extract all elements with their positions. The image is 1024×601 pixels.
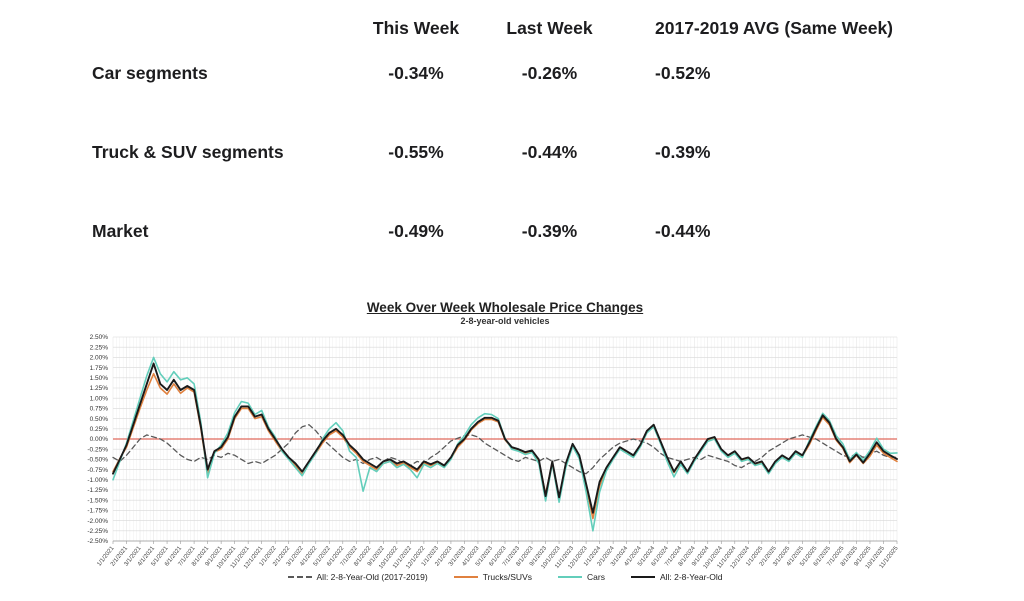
- table-row: Market -0.49% -0.39% -0.44%: [92, 221, 972, 300]
- svg-text:1.00%: 1.00%: [90, 395, 109, 402]
- legend-label: All: 2-8-Year-Old (2017-2019): [316, 572, 428, 582]
- svg-text:1.75%: 1.75%: [90, 365, 109, 372]
- svg-text:0.50%: 0.50%: [90, 416, 109, 423]
- col-header-last-week: Last Week: [506, 18, 593, 38]
- chart-subtitle: 2-8-year-old vehicles: [460, 316, 550, 326]
- table-row: Truck & SUV segments -0.55% -0.44% -0.39…: [92, 142, 972, 221]
- svg-text:-2.50%: -2.50%: [87, 538, 108, 545]
- svg-text:0.75%: 0.75%: [90, 406, 109, 413]
- truck-last-week: -0.44%: [521, 142, 578, 162]
- table-row: Car segments -0.34% -0.26% -0.52%: [92, 63, 972, 142]
- row-label-truck-suv: Truck & SUV segments: [92, 142, 284, 162]
- svg-text:-2.25%: -2.25%: [87, 528, 108, 535]
- legend-item-avg: All: 2-8-Year-Old (2017-2019): [287, 572, 428, 582]
- svg-text:1.25%: 1.25%: [90, 385, 109, 392]
- svg-text:-1.50%: -1.50%: [87, 497, 108, 504]
- svg-text:0.00%: 0.00%: [90, 436, 109, 443]
- black-line-swatch: [630, 576, 655, 578]
- svg-text:-0.75%: -0.75%: [87, 467, 108, 474]
- market-last-week: -0.39%: [521, 221, 578, 241]
- chart-title: Week Over Week Wholesale Price Changes: [366, 300, 644, 315]
- car-this-week: -0.34%: [388, 63, 444, 83]
- legend-label: Trucks/SUVs: [482, 572, 532, 582]
- car-avg: -0.52%: [655, 63, 711, 83]
- chart-canvas: 2.50% 2.25% 2.00% 1.75% 1.50% 1.25% 1.00% 0.75%…: [87, 334, 900, 570]
- svg-text:0.25%: 0.25%: [90, 426, 109, 433]
- chart-legend: All: 2-8-Year-Old (2017-2019) Trucks/SUV…: [0, 572, 1010, 582]
- svg-text:1.50%: 1.50%: [90, 375, 109, 382]
- row-label-car: Car segments: [92, 63, 208, 83]
- svg-text:-0.50%: -0.50%: [87, 457, 108, 464]
- svg-text:2.25%: 2.25%: [90, 344, 109, 351]
- col-header-avg: 2017-2019 AVG (Same Week): [655, 18, 894, 38]
- legend-item-all: All: 2-8-Year-Old: [630, 572, 723, 582]
- summary-table: This Week Last Week 2017-2019 AVG (Same …: [92, 18, 972, 300]
- truck-this-week: -0.55%: [388, 142, 444, 162]
- orange-line-swatch: [453, 576, 478, 578]
- legend-label: Cars: [587, 572, 605, 582]
- car-last-week: -0.26%: [521, 63, 578, 83]
- col-header-this-week: This Week: [372, 18, 460, 38]
- legend-label: All: 2-8-Year-Old: [659, 572, 723, 582]
- market-avg: -0.44%: [655, 221, 711, 241]
- svg-text:2.50%: 2.50%: [90, 334, 109, 341]
- svg-text:-2.00%: -2.00%: [87, 518, 108, 525]
- price-change-chart: Week Over Week Wholesale Price Changes 2…: [0, 300, 1024, 600]
- market-this-week: -0.49%: [388, 221, 444, 241]
- svg-text:-0.25%: -0.25%: [87, 446, 108, 453]
- row-label-market: Market: [92, 221, 149, 241]
- legend-item-trucks: Trucks/SUVs: [453, 572, 532, 582]
- truck-avg: -0.39%: [655, 142, 711, 162]
- legend-item-cars: Cars: [558, 572, 605, 582]
- dashed-line-swatch: [287, 576, 312, 578]
- table-header-row: This Week Last Week 2017-2019 AVG (Same …: [92, 18, 972, 63]
- svg-text:2.00%: 2.00%: [90, 355, 109, 362]
- svg-text:-1.25%: -1.25%: [87, 487, 108, 494]
- svg-text:-1.75%: -1.75%: [87, 508, 108, 515]
- svg-text:-1.00%: -1.00%: [87, 477, 108, 484]
- teal-line-swatch: [558, 576, 582, 578]
